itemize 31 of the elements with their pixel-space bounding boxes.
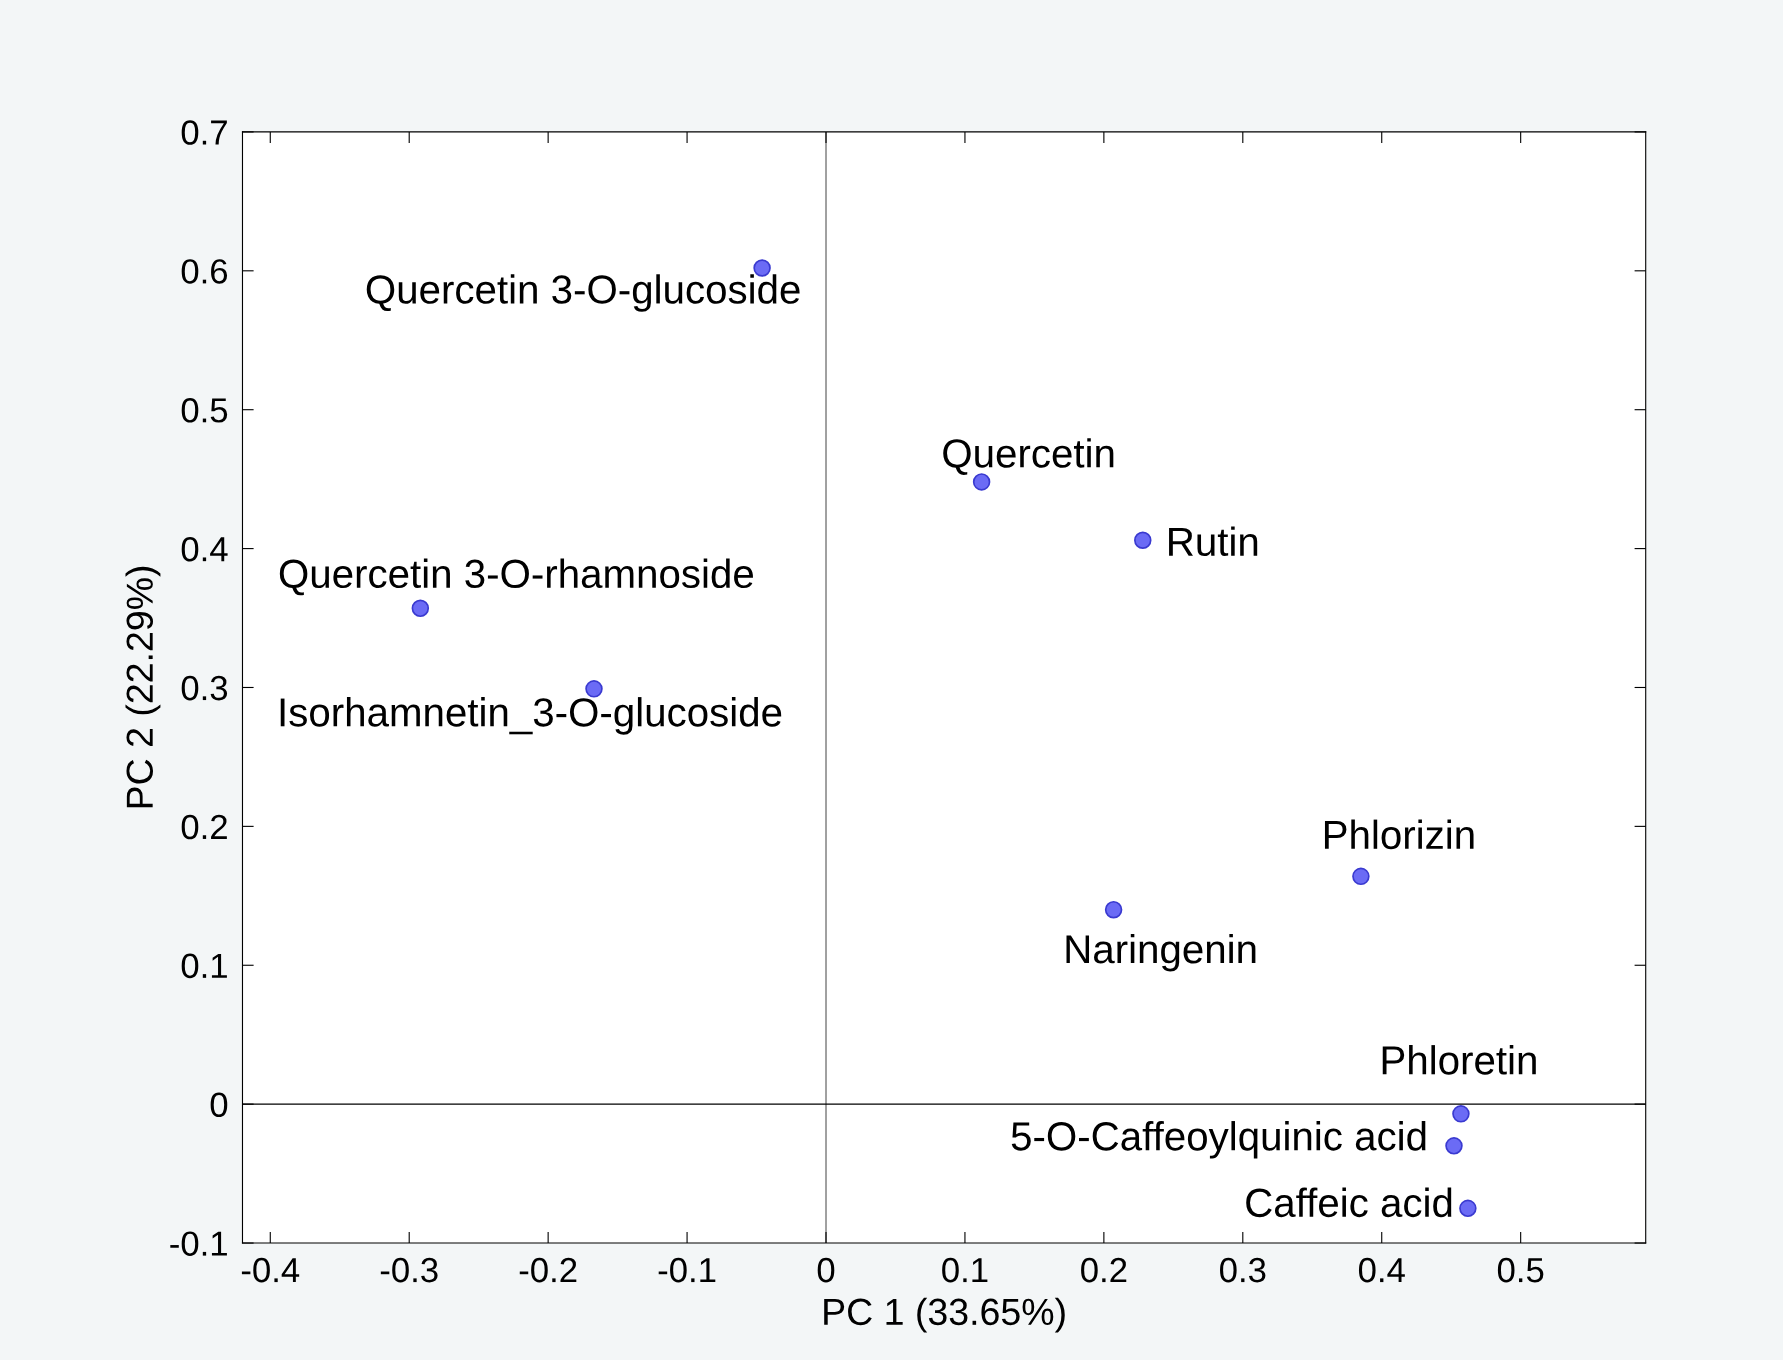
x-tick-label: -0.4 <box>241 1257 300 1283</box>
annotation: Rutin <box>1169 526 1258 557</box>
y-axis-title: PC 2 (22.29%) <box>125 566 161 808</box>
x-tick-label: 0.5 <box>1497 1257 1544 1283</box>
x-tick-label: 0.3 <box>1220 1257 1266 1283</box>
y-tick-label: 0.7 <box>181 120 227 145</box>
y-tick-label: -0.1 <box>170 1231 227 1256</box>
x-tick-label: 0 <box>817 1257 835 1283</box>
annotation: Naringenin <box>1066 933 1256 972</box>
x-tick-label: -0.2 <box>519 1257 577 1283</box>
annotation: Isorhamnetin_3-O-glucoside <box>280 697 782 735</box>
annotation: Phloretin <box>1382 1045 1536 1075</box>
y-tick-label: 0.3 <box>181 675 228 701</box>
x-tick-label: -0.3 <box>380 1257 438 1283</box>
y-tick-label: 0 <box>210 1092 228 1118</box>
x-tick-label: 0.1 <box>942 1257 988 1283</box>
x-tick-label: -0.1 <box>658 1257 716 1283</box>
y-tick-label: 0.5 <box>181 398 228 423</box>
annotation: Quercetin 3-O-glucoside <box>366 274 800 312</box>
y-tick-label: 0.1 <box>181 953 227 979</box>
y-tick-label: 0.4 <box>181 536 228 562</box>
x-tick-label: 0.2 <box>1081 1257 1127 1283</box>
annotation: Phlorizin <box>1324 819 1474 850</box>
y-tick-label: 0.2 <box>181 814 227 840</box>
annotation: Quercetin <box>943 438 1114 475</box>
x-axis-title: PC 1 (33.65%) <box>824 1297 1065 1333</box>
annotation: Caffeic acid <box>1246 1187 1452 1218</box>
y-tick-label: 0.6 <box>181 259 228 284</box>
annotation: 5-O-Caffeoylquinic acid <box>1011 1121 1426 1159</box>
x-tick-label: 0.4 <box>1358 1257 1405 1283</box>
annotation: Quercetin 3-O-rhamnoside <box>279 558 753 596</box>
